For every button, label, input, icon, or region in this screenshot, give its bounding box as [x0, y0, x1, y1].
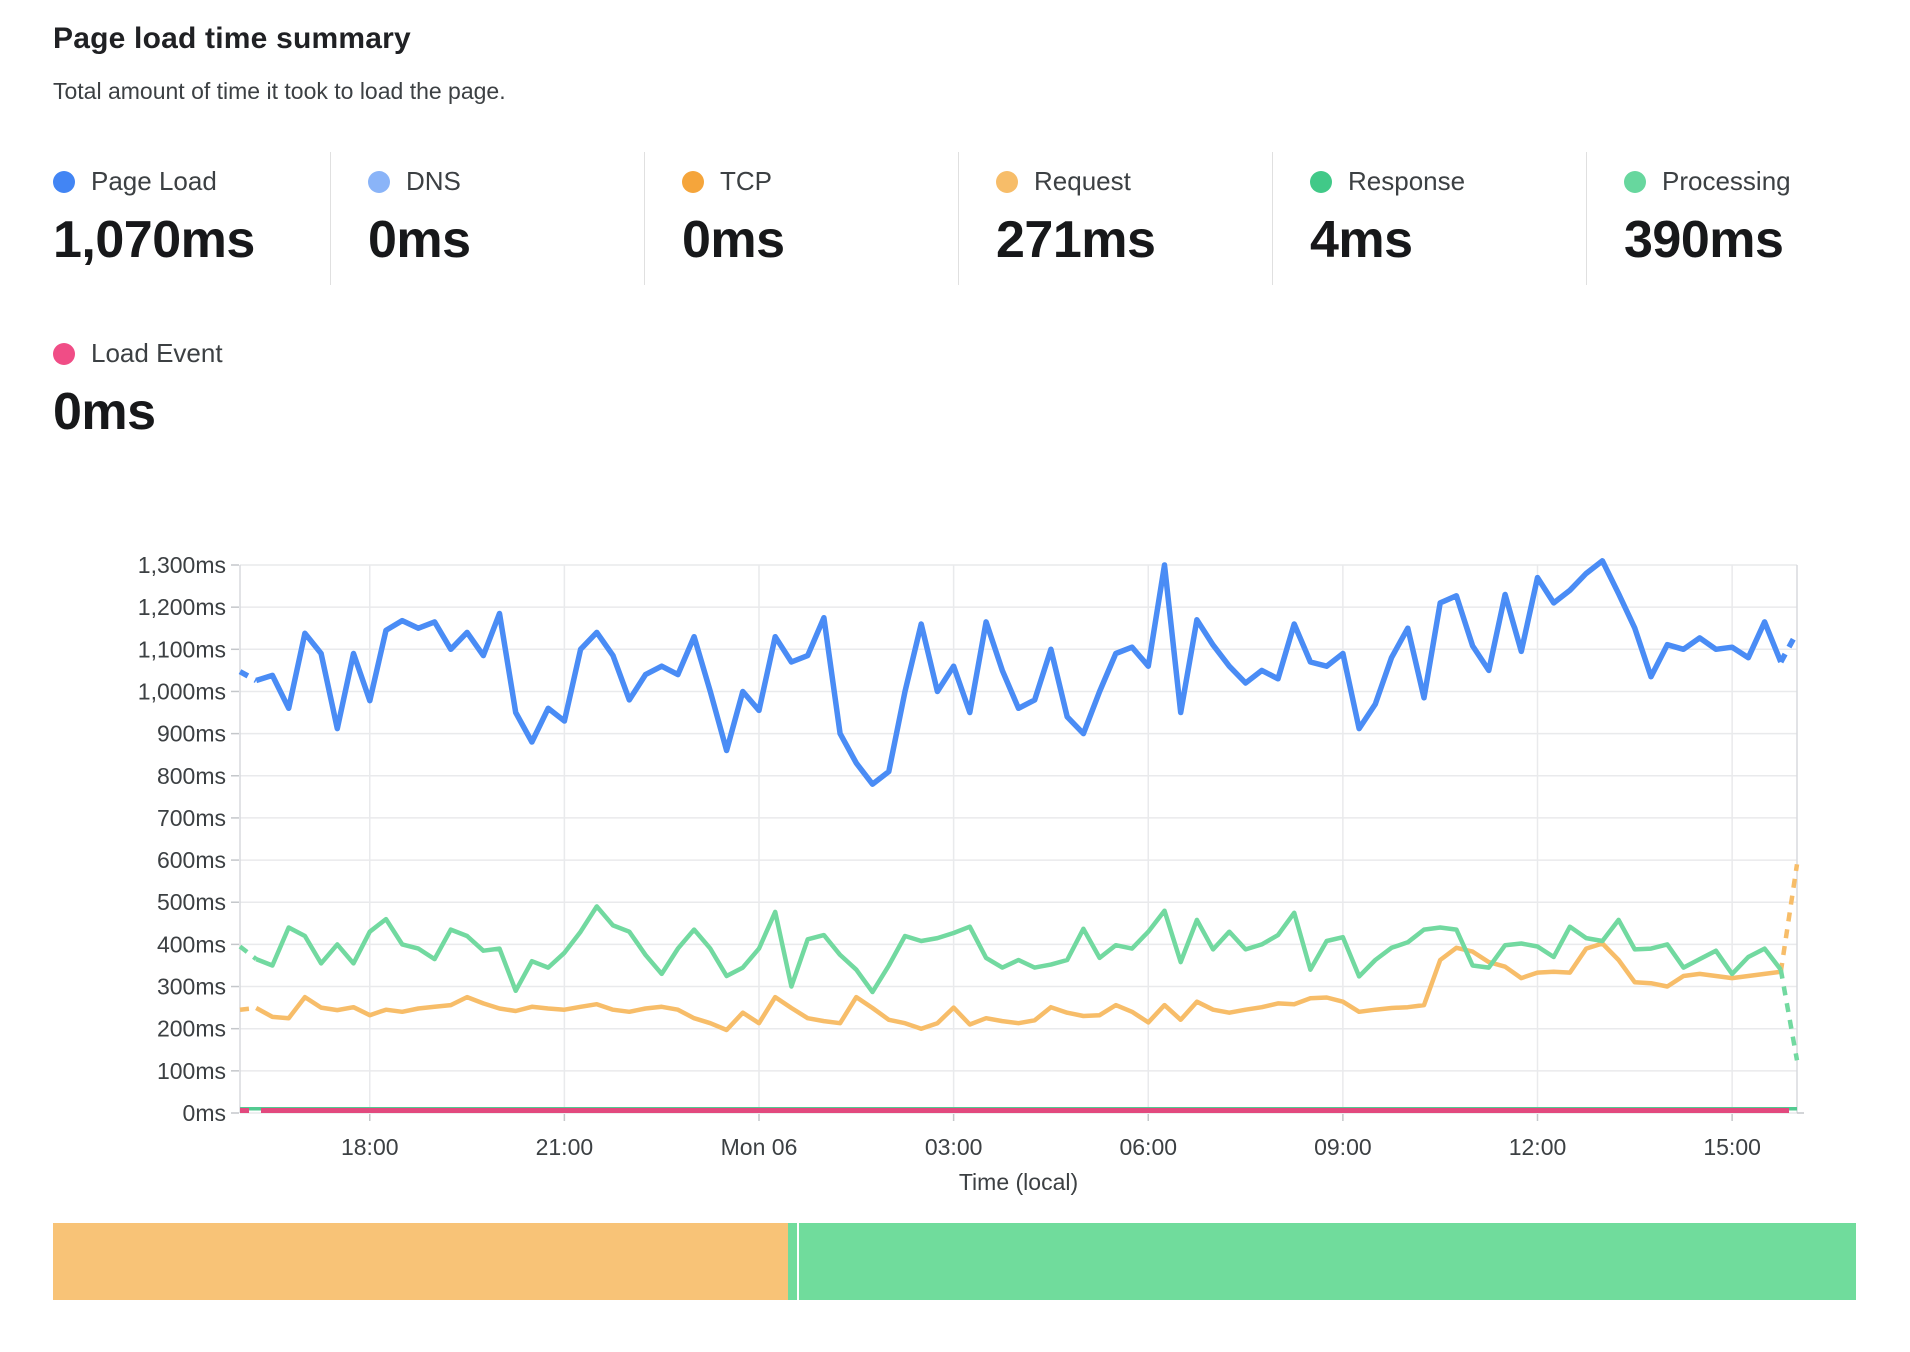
legend-dot-icon [682, 170, 704, 193]
series-processing [255, 904, 1783, 995]
legend-dot-icon [53, 170, 75, 193]
metric-value: 1,070ms [53, 211, 255, 269]
legend-metrics-row: Page Load 1,070ms DNS 0ms TCP 0ms Request 271ms… [53, 152, 1868, 285]
metric-name: Load Event [91, 338, 223, 368]
x-axis-label: 03:00 [925, 1134, 983, 1160]
metric-value: 0ms [682, 211, 785, 269]
metric-page-load[interactable]: Page Load 1,070ms [53, 152, 330, 285]
y-axis-label: 200ms [157, 1016, 226, 1042]
series-request-dash-start [239, 1005, 257, 1012]
y-axis-label: 400ms [157, 931, 226, 957]
y-axis-label: 500ms [157, 889, 226, 915]
x-axis-label: 06:00 [1119, 1134, 1177, 1160]
legend-metrics-row-2: Load Event 0ms [53, 328, 223, 442]
y-axis-label: 1,200ms [138, 594, 226, 620]
chart-header: Page load time summary Total amount of t… [53, 22, 506, 105]
series-page-load-dash-start [238, 669, 258, 683]
metric-request[interactable]: Request 271ms [958, 152, 1272, 285]
legend-dot-icon [1624, 170, 1646, 193]
metric-label: Request [996, 166, 1272, 197]
metric-processing[interactable]: Processing 390ms [1586, 152, 1868, 285]
metric-value: 0ms [53, 383, 156, 441]
metric-response[interactable]: Response 4ms [1272, 152, 1586, 285]
y-axis-label: 1,300ms [138, 552, 226, 578]
y-axis-label: 900ms [157, 721, 226, 747]
metric-label: DNS [368, 166, 644, 197]
metric-name: TCP [720, 166, 772, 196]
y-axis-label: 800ms [157, 763, 226, 789]
legend-dot-icon [996, 170, 1018, 193]
legend-dot-icon [1310, 170, 1332, 193]
series-page-load [255, 558, 1784, 787]
legend-dot-icon [53, 342, 75, 365]
metric-value: 271ms [996, 211, 1156, 269]
metric-name: Response [1348, 166, 1466, 196]
y-axis-label: 0ms [183, 1100, 226, 1126]
metric-name: DNS [406, 166, 461, 196]
series-processing-dash-start [238, 944, 258, 961]
metric-name: Request [1034, 166, 1131, 196]
y-axis-label: 700ms [157, 805, 226, 831]
y-axis-label: 100ms [157, 1058, 226, 1084]
y-axis-label: 1,000ms [138, 678, 226, 704]
series-page-load-dash-end [1778, 631, 1800, 664]
page-subtitle: Total amount of time it took to load the… [53, 78, 506, 104]
metric-dns[interactable]: DNS 0ms [330, 152, 644, 285]
metric-label: Load Event [53, 338, 223, 369]
metric-label: Response [1310, 166, 1586, 197]
metric-load-event[interactable]: Load Event 0ms [53, 328, 223, 442]
metric-name: Processing [1662, 166, 1791, 196]
y-axis-label: 600ms [157, 847, 226, 873]
load-time-distribution-bar[interactable] [53, 1223, 1856, 1300]
metric-value: 390ms [1624, 211, 1784, 269]
metric-label: TCP [682, 166, 958, 197]
page-title: Page load time summary [53, 22, 411, 55]
y-axis-label: 300ms [157, 974, 226, 1000]
metric-value: 0ms [368, 211, 471, 269]
metric-tcp[interactable]: TCP 0ms [644, 152, 958, 285]
series-request-dash-end [1778, 863, 1800, 973]
metric-label: Processing [1624, 166, 1868, 197]
legend-dot-icon [368, 170, 390, 193]
x-axis-label: 15:00 [1703, 1134, 1761, 1160]
bar-segment-processing-sliver [787, 1223, 797, 1300]
x-axis-label: 18:00 [341, 1134, 399, 1160]
y-axis-label: 1,100ms [138, 636, 226, 662]
bar-segment-request-share [53, 1223, 788, 1300]
x-axis-title: Time (local) [959, 1169, 1078, 1195]
x-axis-label: 09:00 [1314, 1134, 1372, 1160]
metric-name: Page Load [91, 166, 217, 196]
x-axis-label: Mon 06 [721, 1134, 798, 1160]
metric-label: Page Load [53, 166, 330, 197]
series-processing-dash-end [1778, 969, 1800, 1061]
series-request [255, 941, 1782, 1033]
bar-segment-processing-share [799, 1223, 1856, 1300]
metric-value: 4ms [1310, 211, 1413, 269]
bar-segment-gap [796, 1223, 800, 1300]
page-load-time-chart[interactable]: 0ms 100ms 200ms 300ms 400ms 500ms 600ms 700ms 80… [0, 420, 1910, 1215]
x-axis-label: 21:00 [536, 1134, 594, 1160]
x-axis-label: 12:00 [1509, 1134, 1567, 1160]
